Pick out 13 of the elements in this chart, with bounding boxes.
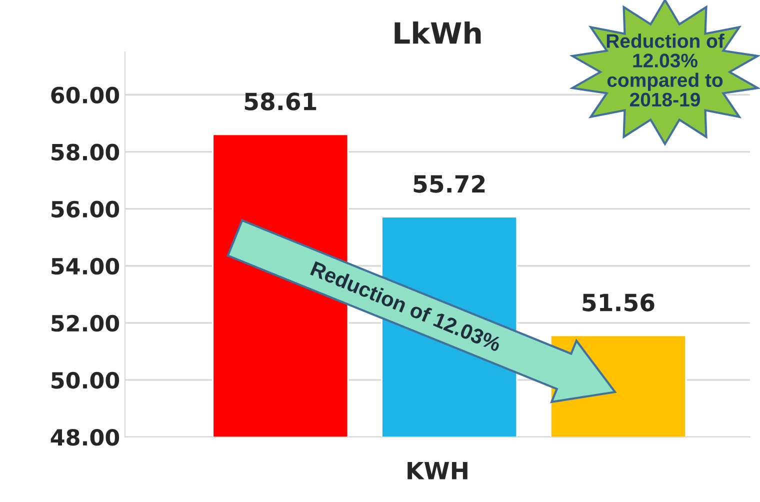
y-tick-label: 60.00 [51, 86, 120, 104]
y-tick-label: 54.00 [52, 258, 120, 275]
y-tick-label: 58.00 [52, 144, 120, 161]
y-tick-label: 50.00 [52, 372, 120, 389]
data-label: 55.72 [414, 174, 485, 193]
annotation: Reduction of 12.03% compared to 2018-19 [606, 34, 724, 107]
data-label: 51.56 [582, 294, 654, 312]
x-axis-title: KWH [408, 462, 468, 480]
y-tick-label: 48.00 [50, 428, 120, 446]
y-tick-label: 52.00 [52, 314, 120, 332]
y-tick-label: 56.00 [52, 200, 120, 218]
chart-title: LkWh [394, 22, 481, 44]
data-label: 58.61 [244, 92, 316, 110]
